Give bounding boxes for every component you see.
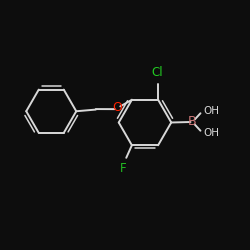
Text: OH: OH — [203, 106, 219, 116]
Text: O: O — [112, 102, 122, 114]
Text: F: F — [120, 162, 126, 175]
Text: B: B — [188, 115, 196, 128]
Text: Cl: Cl — [152, 66, 164, 79]
Text: OH: OH — [203, 128, 219, 138]
